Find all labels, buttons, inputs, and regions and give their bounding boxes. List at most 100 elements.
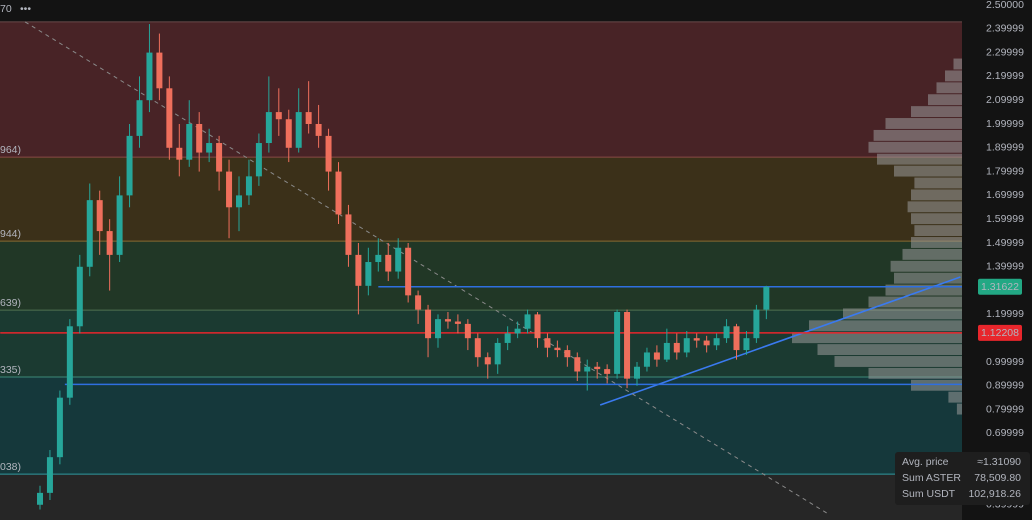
info-label: Sum ASTER [902,472,961,484]
candle-body [753,309,760,339]
price-axis [962,0,1032,520]
candle-body [96,200,103,232]
candle-body [604,369,611,374]
price-label-box [978,278,1022,295]
candle-body [126,135,133,196]
candle-body [395,247,402,272]
menu-dots: ••• [20,3,31,15]
candle-body [245,176,252,196]
volume-profile-bar [885,118,962,129]
candle-body [614,312,621,374]
candle-body [236,195,242,208]
volume-profile-bar [894,272,962,284]
candle-body [46,457,53,493]
candle-body [425,309,432,339]
candle-body [186,123,193,160]
candle-body [703,340,710,346]
candle-body [255,143,262,177]
info-label: Avg. price [902,456,949,468]
candle-body [196,123,203,153]
candle-body [355,254,362,286]
candle-body [216,143,223,172]
candle-body [713,338,720,346]
info-box [895,452,1030,505]
volume-profile-bar [834,356,962,367]
candle-body [733,326,740,351]
volume-profile-bar [953,58,962,70]
candle-body [574,357,581,372]
fib-zone [0,241,962,311]
candle-body [683,338,690,353]
candle-body [375,254,382,263]
y-tick-label: 1.99999 [986,118,1024,130]
fib-zone [0,376,962,475]
candle-body [444,319,451,322]
fib-level-label: 964) [0,144,21,156]
fib-level-label: 639) [0,297,21,309]
candle-body [66,326,73,398]
candle-body [435,319,441,339]
candle-body [136,100,143,136]
fib-level-label: 038) [0,461,21,473]
volume-profile-bar [914,225,962,237]
price-label: 1.12208 [981,327,1019,339]
candle-body [156,52,163,89]
candle-body [166,88,173,148]
candle-body [514,328,521,334]
candle-body [285,119,292,148]
candle-body [265,112,272,144]
candle-body [116,195,123,255]
candle-body [106,231,113,255]
volume-profile-bar [936,82,962,94]
candle-body [693,338,700,341]
candle-body [653,352,660,360]
fib-level-label: 944) [0,228,21,240]
y-tick-label: 2.09999 [986,94,1024,106]
candle-body [176,147,183,160]
fib-level-label: 335) [0,364,21,376]
volume-profile-bar [868,141,962,153]
candle-body [663,342,670,360]
candle-body [305,112,312,124]
y-tick-label: 1.79999 [986,165,1024,177]
fib-zone [0,21,962,158]
y-tick-label: 0.79999 [986,403,1024,415]
candle-body [624,312,631,379]
volume-profile-bar [914,177,962,189]
candle-body [345,214,352,255]
y-tick-label: 2.19999 [986,70,1024,82]
y-tick-label: 0.69999 [986,427,1024,439]
candle-body [76,266,83,327]
y-tick-label: 1.49999 [986,237,1024,249]
volume-profile-bar [911,189,962,201]
candle-body [325,135,332,172]
candle-body [37,492,43,505]
volume-profile-bar [843,308,962,320]
candle-body [454,321,461,324]
volume-profile-bar [945,70,962,82]
fib-level-label: 70 [0,3,12,15]
candle-body [464,323,471,339]
volume-profile-bar [911,213,962,225]
volume-profile-bar [817,344,962,356]
candle-body [723,326,730,339]
volume-profile-bar [873,129,962,141]
volume-profile-bar [890,260,962,272]
volume-profile-bar [809,320,962,332]
candle-body [275,112,282,120]
volume-profile-bar [868,296,962,308]
volume-profile-bar [877,153,962,165]
volume-profile-bar [902,248,962,260]
candle-body [295,112,302,148]
candle-body [554,347,561,351]
candle-body [206,143,213,153]
y-tick-label: 0.89999 [986,380,1024,392]
candle-body [524,314,531,329]
candle-body [86,200,93,267]
y-tick-label: 0.99999 [986,356,1024,368]
candle-body [415,295,422,310]
y-tick-label: 1.19999 [986,308,1024,320]
candle-body [564,350,571,358]
info-value: ≈1.31090 [977,456,1021,468]
